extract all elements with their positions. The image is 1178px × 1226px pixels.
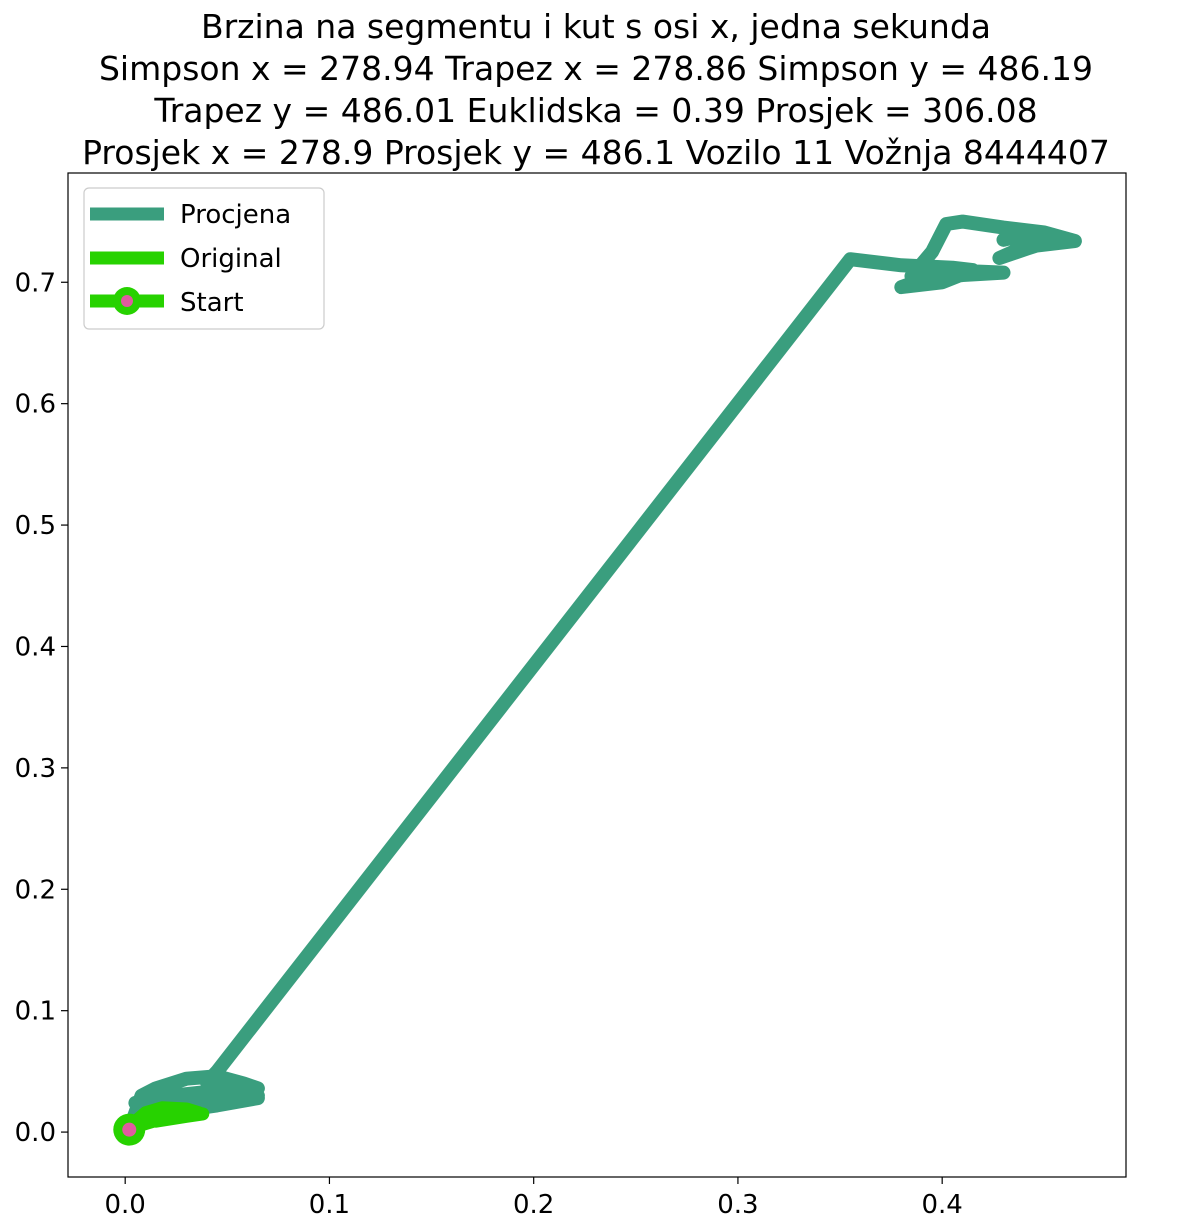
plot-frame (67, 172, 1127, 1178)
x-tick-label-2: 0.2 (513, 1190, 554, 1220)
x-tick-label-1: 0.1 (309, 1190, 350, 1220)
x-axis: 0.0 0.1 0.2 0.3 0.4 (105, 1177, 963, 1220)
series-line-procjena (122, 214, 1082, 1137)
legend-marker-start-center (121, 295, 133, 307)
x-tick-label-0: 0.0 (105, 1190, 146, 1220)
y-axis: 0.0 0.1 0.2 0.3 0.4 0.5 0.6 0.7 (15, 268, 68, 1148)
y-tick-label-7: 0.7 (15, 268, 56, 298)
x-tick-label-4: 0.4 (921, 1190, 962, 1220)
series-group (113, 214, 1082, 1146)
y-tick-label-2: 0.2 (15, 875, 56, 905)
series-line-original (122, 1101, 210, 1137)
y-tick-label-4: 0.4 (15, 632, 56, 662)
chart-title: Brzina na segmentu i kut s osi x, jedna … (82, 7, 1110, 172)
title-line-2: Simpson x = 278.94 Trapez x = 278.86 Sim… (99, 49, 1093, 88)
title-line-4: Prosjek x = 278.9 Prosjek y = 486.1 Vozi… (82, 133, 1110, 172)
legend-label-original: Original (180, 244, 282, 274)
legend-label-start: Start (180, 288, 244, 318)
y-tick-label-6: 0.6 (15, 390, 56, 420)
y-tick-label-3: 0.3 (15, 754, 56, 784)
legend-frame (83, 187, 325, 330)
series-marker-center-start (122, 1122, 137, 1137)
legend: Procjena Original Start (83, 187, 325, 330)
y-tick-label-0: 0.0 (15, 1118, 56, 1148)
title-line-3: Trapez y = 486.01 Euklidska = 0.39 Prosj… (153, 91, 1037, 130)
y-tick-label-1: 0.1 (15, 997, 56, 1027)
title-line-1: Brzina na segmentu i kut s osi x, jedna … (201, 7, 991, 46)
x-tick-label-3: 0.3 (717, 1190, 758, 1220)
legend-label-procjena: Procjena (180, 200, 291, 230)
y-tick-label-5: 0.5 (15, 511, 56, 541)
